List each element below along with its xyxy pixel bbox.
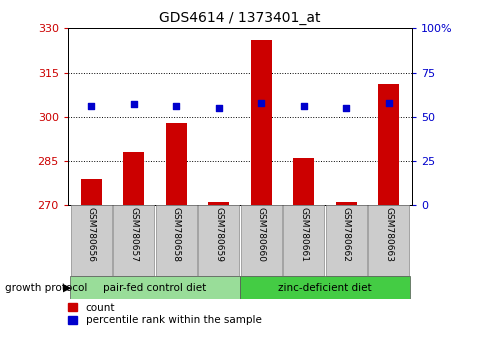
Text: GSM780656: GSM780656 [87, 207, 95, 262]
Text: ▶: ▶ [63, 282, 72, 293]
Text: GSM780662: GSM780662 [341, 207, 350, 262]
Text: GSM780661: GSM780661 [299, 207, 308, 262]
FancyBboxPatch shape [198, 205, 239, 276]
Bar [80, 179, 102, 205]
Point [384, 100, 392, 105]
Text: GSM780660: GSM780660 [257, 207, 265, 262]
FancyBboxPatch shape [368, 205, 408, 276]
FancyBboxPatch shape [113, 205, 154, 276]
Point [130, 102, 137, 107]
Bar [293, 158, 314, 205]
Text: GSM780663: GSM780663 [384, 207, 393, 262]
Text: zinc-deficient diet: zinc-deficient diet [278, 282, 371, 293]
FancyBboxPatch shape [240, 276, 409, 299]
FancyBboxPatch shape [241, 205, 281, 276]
Point [342, 105, 349, 111]
Bar [166, 123, 186, 205]
Bar [123, 152, 144, 205]
Legend: count, percentile rank within the sample: count, percentile rank within the sample [68, 303, 261, 325]
FancyBboxPatch shape [283, 205, 324, 276]
Bar [378, 84, 399, 205]
FancyBboxPatch shape [325, 205, 366, 276]
FancyBboxPatch shape [70, 276, 240, 299]
Point [299, 103, 307, 109]
Bar [335, 202, 356, 205]
Bar [208, 202, 229, 205]
Text: GSM780657: GSM780657 [129, 207, 138, 262]
Point [172, 103, 180, 109]
Text: GSM780659: GSM780659 [214, 207, 223, 262]
Text: growth protocol: growth protocol [5, 282, 87, 293]
FancyBboxPatch shape [71, 205, 111, 276]
Text: pair-fed control diet: pair-fed control diet [103, 282, 206, 293]
Bar [250, 40, 272, 205]
Point [257, 100, 265, 105]
Title: GDS4614 / 1373401_at: GDS4614 / 1373401_at [159, 11, 320, 24]
Point [87, 103, 95, 109]
FancyBboxPatch shape [155, 205, 197, 276]
Point [214, 105, 222, 111]
Text: GSM780658: GSM780658 [171, 207, 181, 262]
